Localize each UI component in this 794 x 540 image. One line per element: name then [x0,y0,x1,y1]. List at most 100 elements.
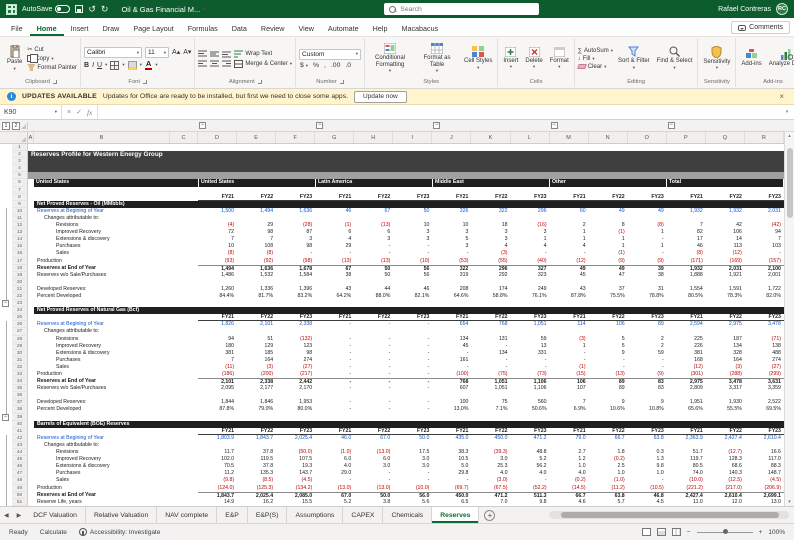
underline-button[interactable]: U [97,61,103,69]
cell[interactable]: 79.0 [575,434,586,441]
cell[interactable] [706,328,745,335]
conditional-formatting-button[interactable]: Conditional Formatting ▾ [368,42,412,75]
cell[interactable]: 2,031 [705,264,745,272]
cell[interactable]: 7 [231,356,235,363]
ribbon-tab-view[interactable]: View [298,24,314,33]
collapse-columns-button[interactable]: − [550,122,558,129]
cell[interactable]: 67 [315,264,355,272]
cell[interactable] [393,442,432,449]
cell[interactable]: 43 [345,285,352,292]
scroll-up-icon[interactable]: ▴ [788,133,791,139]
outline-level-2-button[interactable]: 2 [12,121,20,130]
cell[interactable]: 2.7 [578,449,586,456]
cell[interactable]: (73) [537,371,547,377]
cell[interactable]: - [544,363,547,370]
row-header[interactable]: 8 [12,193,28,201]
cell[interactable]: 488 [772,349,781,356]
cell[interactable]: 119.5 [260,456,274,463]
cell[interactable]: 1.0 [617,470,625,477]
cell[interactable]: 70.5 [223,463,235,470]
cell[interactable] [745,442,784,449]
cell[interactable]: 107 [576,385,586,392]
cell[interactable]: 78.3% [727,292,742,299]
cell[interactable]: 3.0 [500,456,508,463]
cell[interactable]: 323 [537,271,547,278]
cell[interactable]: 1,951 [689,399,703,406]
cell[interactable]: (8) [266,250,274,257]
row-header[interactable]: 36 [12,392,28,400]
cell[interactable]: 1,932 [728,207,742,214]
cell[interactable]: 15.5 [302,498,313,505]
cell[interactable]: (3) [735,363,742,370]
cell[interactable]: 292 [498,271,508,278]
cell[interactable]: 117.0 [768,456,781,463]
cell[interactable]: 185 [264,349,274,356]
cell[interactable]: 2,031 [767,207,781,214]
cell[interactable]: 135.3 [260,470,274,477]
cell[interactable]: - [388,399,391,406]
cell[interactable]: 435.0 [455,434,469,441]
cell[interactable]: 2 [660,342,664,349]
cell[interactable]: (10) [420,257,430,264]
cell[interactable]: 161 [459,356,469,363]
row-header[interactable]: 32 [12,363,28,371]
select-all-corner[interactable] [0,132,28,143]
cell[interactable]: 225 [694,335,703,342]
cell[interactable]: - [662,236,664,243]
cell[interactable]: 5 [465,236,469,243]
cell[interactable]: 4.5 [656,498,664,505]
cell[interactable]: (124.0) [217,484,235,491]
cell[interactable]: 56.0 [393,491,433,499]
ribbon-tab-review[interactable]: Review [260,24,285,33]
cell[interactable]: 10.8% [649,406,664,413]
cell[interactable]: 5 [621,342,625,349]
column-header[interactable]: O [628,132,667,143]
cell[interactable]: - [388,356,391,363]
cell[interactable]: - [427,243,430,250]
cell[interactable]: (75) [498,371,508,377]
cell[interactable]: (217) [300,371,313,377]
cell[interactable]: - [466,250,469,257]
zoom-out-icon[interactable]: − [686,528,691,536]
cell[interactable]: 3,317 [728,385,742,392]
cell[interactable]: 768 [432,378,472,385]
cell[interactable]: 82.0% [766,292,781,299]
cell[interactable]: (71) [771,335,781,342]
cell[interactable]: 2,177 [260,385,274,392]
cell[interactable]: (13) [342,257,352,264]
cell[interactable] [471,215,510,222]
ribbon-tab-automate[interactable]: Automate [327,24,359,33]
cell[interactable]: 187 [733,335,742,342]
cell[interactable]: (100) [456,371,469,377]
cell[interactable]: 98 [306,243,313,250]
page-break-view-icon[interactable] [671,528,681,536]
cell[interactable]: 4.0 [500,470,508,477]
row-header[interactable]: 22 [12,292,28,301]
align-left-icon[interactable] [198,60,208,68]
row-header[interactable]: 33 [12,371,28,379]
save-icon[interactable] [75,5,84,13]
cell[interactable]: 5.2 [539,456,547,463]
cell[interactable]: (301) [690,371,703,377]
comments-button[interactable]: Comments [731,21,790,34]
cell[interactable]: 106 [549,378,589,385]
cell[interactable]: - [662,477,664,484]
cell[interactable]: - [544,250,547,257]
row-header[interactable]: 45 [12,456,28,464]
new-sheet-button[interactable]: + [484,509,496,521]
row-header[interactable]: 39 [12,413,28,421]
clear-button[interactable]: Clear ▾ [576,64,613,70]
autosave-toggle[interactable]: AutoSave [22,5,71,13]
cell[interactable]: 46 [697,243,703,250]
ribbon-tab-macabacus[interactable]: Macabacus [401,24,439,33]
cell[interactable]: (12.7) [728,449,742,456]
cell[interactable]: - [388,371,391,377]
cell[interactable] [550,215,589,222]
cell[interactable]: 50 [423,207,430,214]
font-size-select[interactable]: 11 ▾ [145,47,170,58]
cell[interactable]: (4.5) [301,477,313,484]
cell[interactable]: 13 [540,342,547,349]
cell[interactable]: 37.8 [263,463,274,470]
row-header[interactable]: 23 [12,300,28,308]
cell[interactable]: 60 [579,207,586,214]
